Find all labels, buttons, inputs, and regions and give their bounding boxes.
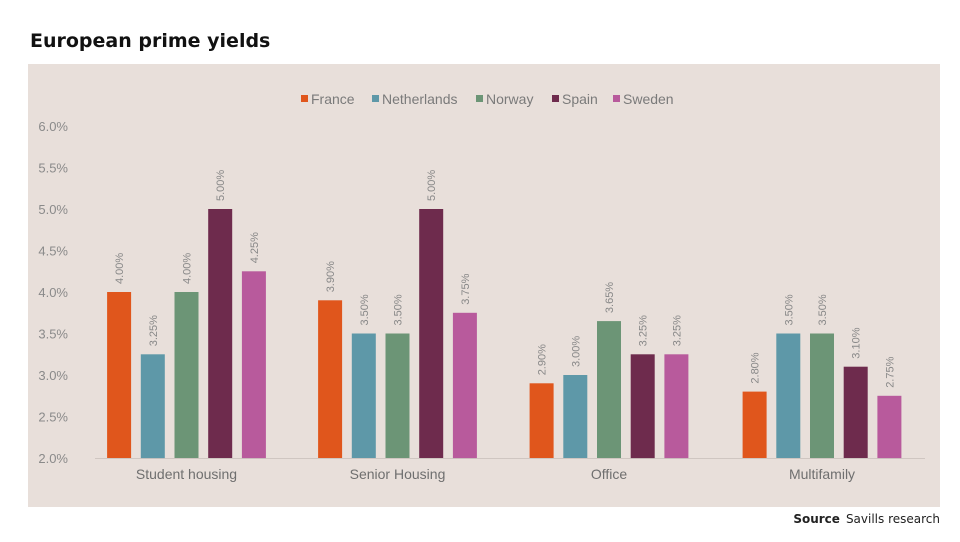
legend-swatch-spain	[552, 95, 559, 102]
source-text: Savills research	[845, 512, 940, 526]
legend-label-spain: Spain	[562, 91, 598, 107]
legend: France Netherlands Norway Spain Sweden	[301, 91, 674, 107]
bars	[107, 209, 902, 459]
x-tick-label: Multifamily	[789, 466, 855, 482]
bar-norway	[385, 333, 410, 458]
legend-label-sweden: Sweden	[623, 91, 674, 107]
data-label: 3.90%	[325, 261, 337, 292]
legend-label-france: France	[311, 91, 355, 107]
bar-norway	[597, 321, 621, 458]
data-label: 3.00%	[570, 336, 582, 367]
y-axis: 2.0% 2.5% 3.0% 3.5% 4.0% 4.5% 5.0% 5.5% 6.0%	[38, 119, 68, 466]
bar-sweden	[241, 271, 266, 459]
y-tick-label: 3.0%	[38, 368, 68, 383]
data-label: 3.50%	[783, 294, 795, 325]
bar-netherlands	[140, 354, 165, 459]
y-tick-label: 6.0%	[38, 119, 68, 134]
legend-label-norway: Norway	[486, 91, 533, 107]
bar-france	[107, 292, 132, 458]
bar-norway	[174, 292, 199, 458]
y-tick-label: 2.5%	[38, 410, 68, 425]
data-label: 3.10%	[851, 327, 863, 358]
data-label: 3.50%	[393, 294, 405, 325]
data-label: 3.25%	[148, 315, 160, 346]
bar-sweden	[664, 354, 689, 459]
data-label: 5.00%	[426, 170, 438, 201]
bar-spain	[208, 209, 233, 458]
bar-netherlands	[351, 333, 376, 458]
source-note: Source Savills research	[793, 512, 940, 526]
bar-france	[529, 383, 554, 458]
data-label: 3.75%	[460, 273, 472, 304]
legend-swatch-norway	[476, 95, 483, 102]
y-tick-label: 5.0%	[38, 202, 68, 217]
legend-swatch-netherlands	[372, 95, 379, 102]
y-tick-label: 4.5%	[38, 244, 68, 259]
bar-france	[742, 391, 767, 458]
data-label: 4.25%	[249, 232, 261, 263]
legend-swatch-sweden	[613, 95, 620, 102]
data-label: 4.00%	[114, 253, 126, 284]
y-tick-label: 3.5%	[38, 327, 68, 342]
bar-netherlands	[776, 333, 801, 458]
x-axis: Student housing Senior Housing Office Multi…	[95, 458, 925, 482]
bar-norway	[810, 333, 834, 458]
x-tick-label: Senior Housing	[350, 466, 446, 482]
data-labels: 4.00% 3.25% 4.00% 5.00% 4.25% 3.90% 3.50% 3.50%…	[114, 170, 896, 388]
y-tick-label: 2.0%	[38, 451, 68, 466]
data-label: 2.80%	[750, 352, 762, 383]
x-tick-label: Office	[591, 466, 628, 482]
x-tick-label: Student housing	[136, 466, 237, 482]
y-tick-label: 4.0%	[38, 285, 68, 300]
data-label: 3.25%	[638, 315, 650, 346]
data-label: 2.75%	[884, 356, 896, 387]
chart-title: European prime yields	[30, 30, 271, 52]
bar-sweden	[877, 395, 902, 459]
bar-sweden	[452, 312, 477, 459]
data-label: 2.90%	[537, 344, 549, 375]
y-tick-label: 5.5%	[38, 161, 68, 176]
bar-spain	[843, 366, 868, 458]
data-label: 3.50%	[817, 294, 829, 325]
data-label: 3.25%	[671, 315, 683, 346]
bar-spain	[419, 209, 444, 458]
data-label: 3.50%	[359, 294, 371, 325]
source-label: Source	[793, 512, 840, 526]
bar-spain	[630, 354, 655, 459]
bar-netherlands	[563, 375, 588, 458]
bar-france	[318, 300, 343, 458]
data-label: 3.65%	[604, 282, 616, 313]
data-label: 4.00%	[182, 253, 194, 284]
legend-label-netherlands: Netherlands	[382, 91, 458, 107]
legend-swatch-france	[301, 95, 308, 102]
data-label: 5.00%	[215, 170, 227, 201]
